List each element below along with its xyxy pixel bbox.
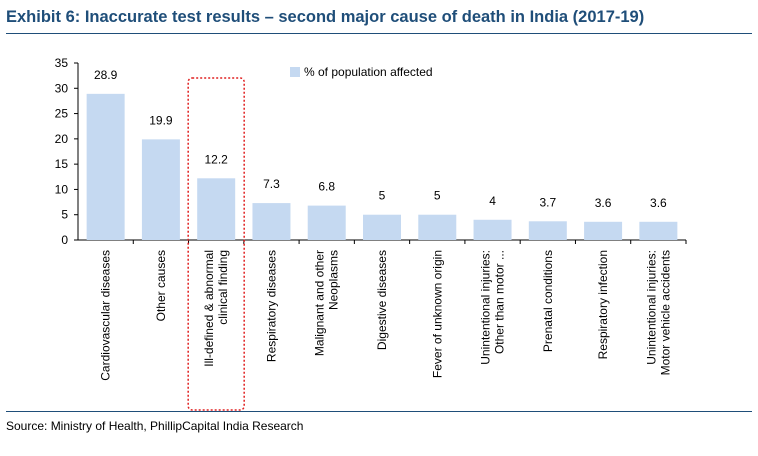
y-tick-label: 10 (55, 182, 69, 196)
y-tick-label: 15 (55, 157, 69, 171)
data-labels: 28.9 19.9 12.2 7.3 6.8 5 5 4 3.7 3.6 3.6 (94, 68, 667, 210)
y-tick-label: 5 (61, 208, 68, 222)
bar (197, 178, 236, 240)
category-labels: Cardiovascular diseases Other causes Ill-d… (99, 250, 673, 381)
data-label: 7.3 (263, 177, 280, 191)
data-label: 6.8 (318, 180, 335, 194)
category-label-line: Respiratory diseases (264, 250, 278, 362)
category-label: Fever of unknown origin (430, 250, 444, 378)
category-label-line: Malignant and other (313, 250, 327, 356)
data-label: 4 (489, 194, 496, 208)
data-label: 12.2 (205, 152, 229, 166)
category-label-line: Motor vehicle accidents (658, 250, 672, 375)
category-label: Other causes (154, 250, 168, 321)
category-label-line: Other than motor ... (493, 250, 507, 354)
bar (86, 93, 125, 240)
data-label: 3.7 (539, 195, 556, 209)
bar (252, 203, 291, 240)
category-label-line: Fever of unknown origin (430, 250, 444, 378)
bar (639, 221, 678, 240)
category-label: Unintentional injuries: Other than motor … (479, 250, 507, 365)
category-label: Cardiovascular diseases (99, 250, 113, 381)
category-label: Respiratory infection (596, 250, 610, 359)
data-label: 3.6 (650, 196, 667, 210)
category-label-line: Neoplasms (327, 250, 341, 310)
highlight-box (187, 77, 245, 411)
y-tick-label: 25 (55, 107, 69, 121)
category-label: Ill-defined & abnormal clinical finding (202, 250, 230, 367)
footer-rule (6, 411, 752, 412)
bar (363, 214, 401, 240)
source-note: Source: Ministry of Health, PhillipCapit… (6, 419, 304, 433)
bar (418, 214, 457, 240)
bar (473, 219, 512, 240)
y-tick-label: 30 (55, 81, 69, 95)
category-label-line: Other causes (154, 250, 168, 321)
category-label: Digestive diseases (375, 250, 389, 350)
legend: % of population affected (290, 65, 433, 79)
category-label: Unintentional injuries: Motor vehicle acc… (644, 250, 672, 375)
category-label-line: Cardiovascular diseases (99, 250, 113, 381)
y-tick-label: 0 (61, 233, 68, 247)
data-label: 28.9 (94, 68, 118, 82)
category-label: Prenatal conditions (541, 250, 555, 352)
chart-title: Exhibit 6: Inaccurate test results – sec… (6, 8, 645, 26)
category-label-line: clinical finding (216, 250, 230, 325)
bar (307, 205, 346, 240)
y-tick-label: 20 (55, 132, 69, 146)
bar (528, 221, 567, 240)
category-label-line: Digestive diseases (375, 250, 389, 350)
data-label: 5 (379, 189, 386, 203)
category-label-line: Prenatal conditions (541, 250, 555, 352)
legend-swatch (290, 67, 300, 77)
category-label: Respiratory diseases (264, 250, 278, 362)
category-label: Malignant and other Neoplasms (313, 250, 341, 356)
y-tick-label: 35 (55, 56, 69, 70)
bar (584, 221, 623, 240)
category-label-line: Unintentional injuries: (644, 250, 658, 365)
data-label: 5 (434, 189, 441, 203)
category-label-line: Ill-defined & abnormal (202, 250, 216, 367)
bars (86, 93, 678, 240)
data-label: 3.6 (595, 196, 612, 210)
title-rule (6, 33, 752, 34)
legend-label: % of population affected (304, 65, 433, 79)
bar (141, 139, 180, 240)
data-label: 19.9 (149, 113, 173, 127)
category-label-line: Respiratory infection (596, 250, 610, 359)
category-label-line: Unintentional injuries: (479, 250, 493, 365)
